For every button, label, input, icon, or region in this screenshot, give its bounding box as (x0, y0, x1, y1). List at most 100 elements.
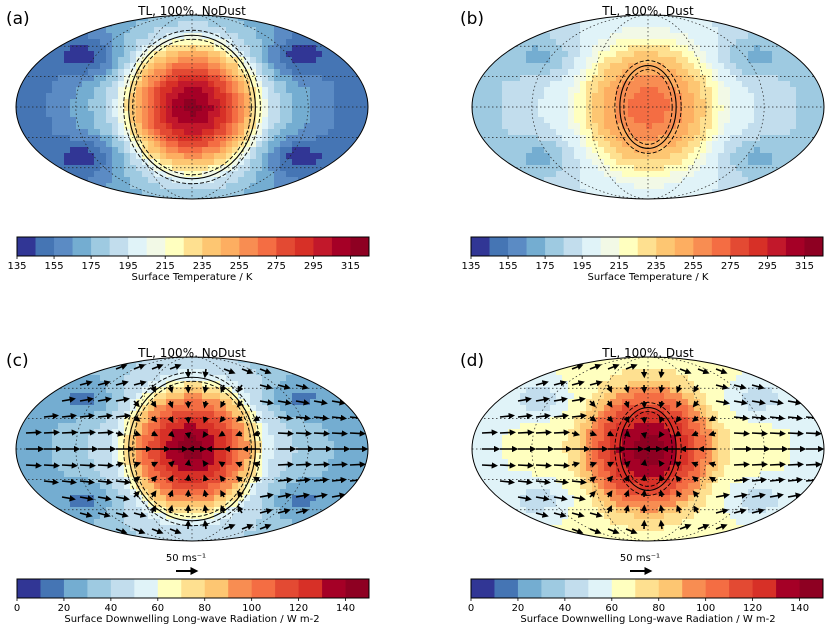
colorbar-swatch (748, 237, 768, 256)
wind-vector (235, 476, 243, 483)
contour-dashed (623, 69, 673, 145)
meridian-line (589, 15, 707, 199)
wind-vector (235, 430, 243, 437)
colorbar-tick-label: 40 (558, 603, 571, 614)
colorbar-label-a: Surface Temperature / K (132, 272, 253, 283)
wind-vector (571, 396, 586, 403)
wind-vector (676, 489, 683, 498)
wind-vector (606, 415, 614, 423)
colorbar-swatch (251, 579, 276, 598)
map-outline-d (471, 356, 825, 542)
wind-vector (623, 384, 630, 394)
wind-vector (202, 368, 209, 379)
colorbar-swatch (40, 579, 65, 598)
colorbar-swatch (275, 579, 299, 598)
wind-vector (79, 478, 96, 486)
colorbar-swatch (146, 237, 166, 256)
colorbar-tick-label: 60 (151, 603, 164, 614)
map-outline-b (471, 14, 825, 200)
colorbar-tick-label: 195 (573, 261, 592, 272)
colorbar-swatch (17, 237, 36, 256)
colorbar-frame (16, 578, 370, 599)
wind-vector (733, 414, 750, 422)
wind-vector (295, 461, 313, 468)
wind-vector (658, 416, 665, 424)
wind-vector (715, 523, 728, 530)
wind-vector (277, 476, 294, 484)
wind-vector (658, 519, 665, 530)
wind-vector (751, 414, 768, 422)
map-outline-c (15, 356, 369, 542)
colorbar-b: 135 155 175 195 215 235 255 275 295 315 (461, 236, 824, 272)
colorbar-swatch (619, 237, 639, 256)
colorbar-swatch (298, 579, 323, 598)
wind-vector (150, 490, 157, 498)
wind-vector (606, 490, 613, 498)
map-field-b (472, 15, 824, 199)
colorbar-swatch (345, 579, 370, 598)
colorbar-swatch (711, 237, 731, 256)
meridian-line (75, 15, 309, 199)
colorbar-swatch (705, 579, 730, 598)
panel-c: (c) TL, 100%, NoDust 50 ms⁻¹ 0 20 40 60 80 10… (6, 346, 370, 625)
contour-dashed (123, 371, 261, 527)
colorbar-swatch (239, 237, 259, 256)
wind-vector (589, 415, 597, 422)
wind-vector (606, 384, 612, 393)
wind-vector (697, 523, 710, 530)
wind-vector (133, 363, 146, 370)
wind-vector (259, 368, 272, 375)
wind-vector (349, 461, 367, 468)
wind-vector (787, 414, 804, 422)
colorbar-tick-label: 275 (721, 261, 740, 272)
colorbar-swatch (228, 579, 253, 598)
wind-vector (61, 396, 76, 403)
wind-vector (25, 462, 43, 469)
wind-vector (787, 476, 804, 484)
wind-vector (517, 478, 534, 486)
wind-vector (607, 528, 620, 535)
colorbar-tick-label: 175 (536, 261, 555, 272)
colorbar-swatch (658, 579, 683, 598)
wind-vectors-c (25, 363, 368, 535)
wind-vector (349, 414, 366, 422)
wind-vector (169, 528, 182, 535)
colorbar-swatch (799, 579, 824, 598)
wind-vector (769, 430, 787, 437)
colorbar-label-c: Surface Downwelling Long-wave Radiation … (64, 614, 319, 625)
colorbar-swatch (508, 237, 527, 256)
colorbar-swatch (494, 579, 519, 598)
colorbar-tick-label: 135 (7, 261, 26, 272)
wind-vector (133, 476, 141, 483)
wind-vector (220, 384, 227, 394)
wind-vector (571, 478, 588, 486)
wind-vector (708, 430, 717, 437)
wind-vector (202, 430, 209, 439)
wind-vector (241, 523, 254, 530)
wind-vector (517, 495, 532, 502)
wind-vector (751, 508, 765, 515)
wind-vector (133, 400, 140, 408)
wind-vector (220, 489, 227, 498)
wind-vector (571, 461, 581, 468)
colorbar-frame (470, 578, 824, 599)
wind-vector (606, 475, 614, 483)
wind-vector (674, 430, 682, 437)
wind-vector (675, 475, 682, 483)
colorbar-swatch (729, 579, 753, 598)
panel-b: (b) TL, 100%, Dust 135 155 175 195 215 235 255… (460, 4, 825, 283)
wind-vector (589, 528, 602, 535)
wind-vector (150, 415, 158, 423)
colorbar-swatch (313, 237, 333, 256)
wind-vector (236, 400, 244, 408)
wind-vector (623, 430, 631, 438)
panel-label-a: (a) (6, 9, 30, 29)
colorbar-swatch (611, 579, 636, 598)
wind-vector (658, 430, 665, 439)
colorbar-swatch (157, 579, 182, 598)
wind-vector (674, 461, 682, 468)
wind-vector (658, 474, 665, 482)
panel-title-d: TL, 100%, Dust (601, 346, 694, 360)
wind-vector (277, 414, 294, 422)
colorbar-tick-label: 120 (743, 603, 762, 614)
